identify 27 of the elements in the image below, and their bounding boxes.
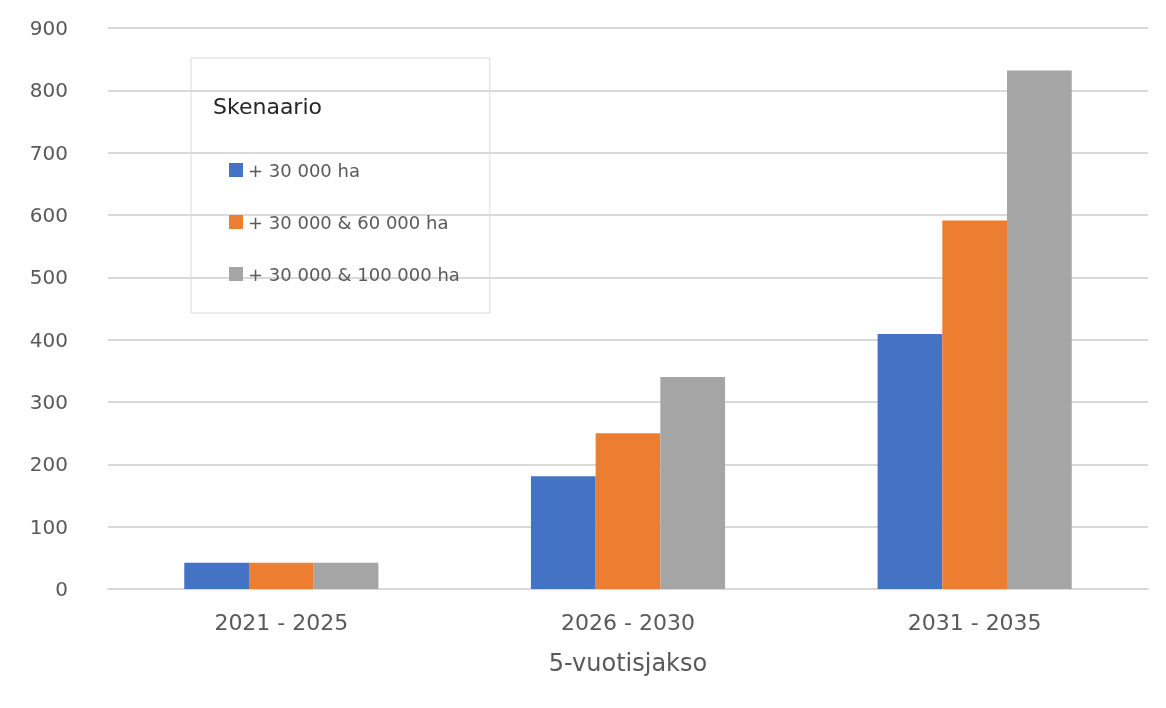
y-tick-label: 600	[29, 203, 68, 227]
bar	[1007, 70, 1072, 589]
y-tick-label: 100	[29, 514, 68, 539]
bar	[248, 562, 314, 589]
x-tick-label: 2031 - 2035	[907, 609, 1042, 635]
y-tick-label: 700	[29, 140, 68, 165]
bar	[942, 220, 1008, 589]
legend-label: + 30 000 ha	[248, 159, 360, 181]
bar	[877, 334, 943, 589]
y-tick-label: 200	[29, 452, 68, 477]
x-tick-label: 2026 - 2030	[561, 609, 695, 635]
legend-label: + 30 000 & 100 000 ha	[248, 263, 460, 285]
y-tick-label: 400	[29, 327, 68, 352]
y-tick-label: 800	[29, 78, 68, 103]
y-tick-label: 300	[29, 390, 68, 414]
y-tick-label: 500	[29, 265, 68, 290]
x-axis-title: 5-vuotisjakso	[548, 649, 708, 677]
bar	[595, 433, 661, 589]
bar	[313, 562, 379, 589]
legend-label: + 30 000 & 60 000 ha	[248, 211, 449, 233]
bar	[184, 562, 249, 589]
y-tick-label: 0	[55, 577, 68, 601]
bar	[660, 377, 726, 589]
x-tick-label: 2021 - 2025	[214, 609, 349, 635]
y-tick-label: 900	[29, 16, 68, 40]
bar	[530, 476, 596, 589]
legend-title: Skenaario	[213, 93, 322, 119]
